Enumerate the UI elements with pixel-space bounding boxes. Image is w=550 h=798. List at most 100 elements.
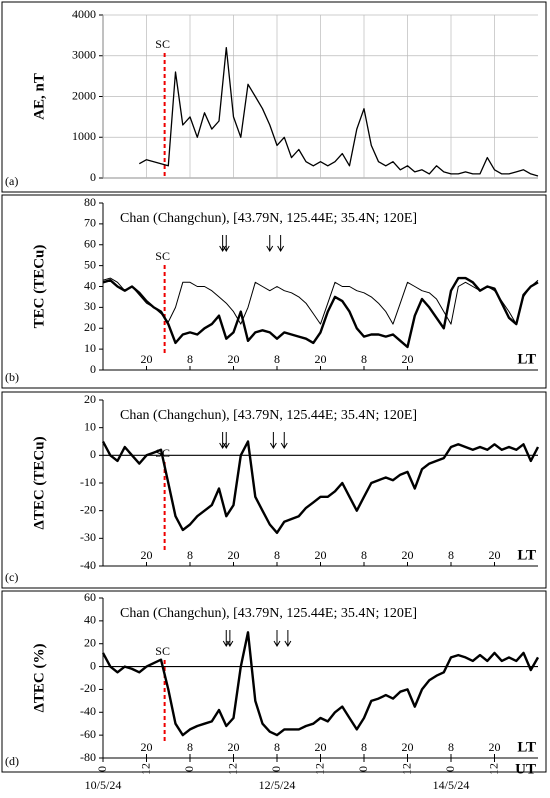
lt-tick-label: 8 <box>361 548 367 562</box>
y-tick-label: -20 <box>80 502 96 516</box>
lt-tick-label: 8 <box>274 740 280 754</box>
lt-tick-label: 8 <box>274 352 280 366</box>
data-line <box>102 277 539 325</box>
x-tick-label: 0 <box>182 766 196 772</box>
lt-tick-label: 8 <box>448 548 454 562</box>
arrow <box>284 630 292 647</box>
arrow <box>280 432 288 449</box>
lt-label: LT <box>517 739 536 755</box>
y-tick-label: 0 <box>90 362 96 376</box>
lt-tick-label: 8 <box>187 740 193 754</box>
lt-tick-label: 20 <box>402 352 414 366</box>
y-tick-label: -20 <box>80 681 96 695</box>
x-tick-label: 0 <box>269 766 283 772</box>
lt-tick-label: 20 <box>315 740 327 754</box>
y-tick-label: 10 <box>84 419 96 433</box>
date-label: 14/5/24 <box>433 778 470 792</box>
y-tick-label: 40 <box>84 278 96 292</box>
x-tick-label: 0 <box>443 766 457 772</box>
date-label: 12/5/24 <box>259 778 296 792</box>
y-tick-label: -10 <box>80 475 96 489</box>
y-tick-label: 30 <box>84 299 96 313</box>
y-tick-label: -40 <box>80 558 96 572</box>
station-label: Chan (Changchun), [43.79N, 125.44E; 35.4… <box>120 408 417 423</box>
x-tick-label: 12 <box>399 763 413 775</box>
ut-label: UT <box>515 761 536 777</box>
panel-label: (c) <box>5 570 18 584</box>
arrow <box>266 235 274 252</box>
lt-tick-label: 20 <box>402 548 414 562</box>
lt-tick-label: 20 <box>228 548 240 562</box>
y-tick-label: 1000 <box>72 129 96 143</box>
lt-tick-label: 20 <box>315 548 327 562</box>
lt-tick-label: 20 <box>489 548 501 562</box>
arrow <box>226 630 234 647</box>
arrow <box>269 432 277 449</box>
y-tick-label: 20 <box>84 635 96 649</box>
lt-label: LT <box>517 351 536 367</box>
y-tick-label: 0 <box>90 170 96 184</box>
y-tick-label: 60 <box>84 590 96 604</box>
y-tick-label: -30 <box>80 530 96 544</box>
arrow <box>277 235 285 252</box>
y-tick-label: -60 <box>80 727 96 741</box>
y-tick-label: -80 <box>80 750 96 764</box>
panel-frame <box>1 1 547 193</box>
sc-label: SC <box>155 249 170 263</box>
station-label: Chan (Changchun), [43.79N, 125.44E; 35.4… <box>120 211 417 226</box>
date-label: 10/5/24 <box>85 778 122 792</box>
y-tick-label: 0 <box>90 658 96 672</box>
panel-label: (d) <box>5 754 19 768</box>
station-label: Chan (Changchun), [43.79N, 125.44E; 35.4… <box>120 606 417 621</box>
lt-tick-label: 20 <box>315 352 327 366</box>
panel-frame <box>1 590 547 773</box>
y-axis-label: TEC (TECu) <box>31 245 47 329</box>
sc-label: SC <box>155 644 170 658</box>
y-tick-label: 70 <box>84 216 96 230</box>
x-tick-label: 0 <box>95 766 109 772</box>
y-tick-label: 80 <box>84 195 96 209</box>
data-line <box>138 46 539 177</box>
arrow <box>222 432 230 449</box>
lt-tick-label: 20 <box>228 352 240 366</box>
y-axis-label: ΔTEC (TECu) <box>31 436 47 529</box>
arrow <box>222 235 230 252</box>
lt-tick-label: 8 <box>361 352 367 366</box>
y-tick-label: 3000 <box>72 48 96 62</box>
panel-frame <box>1 391 547 589</box>
lt-tick-label: 8 <box>274 548 280 562</box>
x-tick-label: 12 <box>225 763 239 775</box>
y-axis-label: AE, nT <box>31 73 47 120</box>
y-tick-label: 40 <box>84 613 96 627</box>
x-tick-label: 12 <box>312 763 326 775</box>
lt-tick-label: 20 <box>489 740 501 754</box>
x-tick-label: 12 <box>486 763 500 775</box>
lt-tick-label: 20 <box>141 740 153 754</box>
sc-label: SC <box>155 37 170 51</box>
lt-tick-label: 8 <box>361 740 367 754</box>
y-tick-label: 2000 <box>72 88 96 102</box>
y-tick-label: 50 <box>84 257 96 271</box>
lt-tick-label: 20 <box>228 740 240 754</box>
data-line <box>102 276 539 349</box>
y-tick-label: 10 <box>84 341 96 355</box>
y-tick-label: -40 <box>80 704 96 718</box>
lt-tick-label: 8 <box>187 352 193 366</box>
data-line <box>101 440 540 534</box>
x-tick-label: 12 <box>138 763 152 775</box>
y-tick-label: 4000 <box>72 7 96 21</box>
y-tick-label: 20 <box>84 392 96 406</box>
lt-tick-label: 20 <box>402 740 414 754</box>
lt-label: LT <box>517 547 536 563</box>
y-tick-label: 20 <box>84 320 96 334</box>
arrow <box>273 630 281 647</box>
panel-frame <box>1 194 547 389</box>
panel-label: (a) <box>5 174 18 188</box>
data-line <box>101 631 540 737</box>
lt-tick-label: 8 <box>448 740 454 754</box>
y-tick-label: 0 <box>90 447 96 461</box>
lt-tick-label: 20 <box>141 548 153 562</box>
lt-tick-label: 20 <box>141 352 153 366</box>
x-tick-label: 0 <box>356 766 370 772</box>
